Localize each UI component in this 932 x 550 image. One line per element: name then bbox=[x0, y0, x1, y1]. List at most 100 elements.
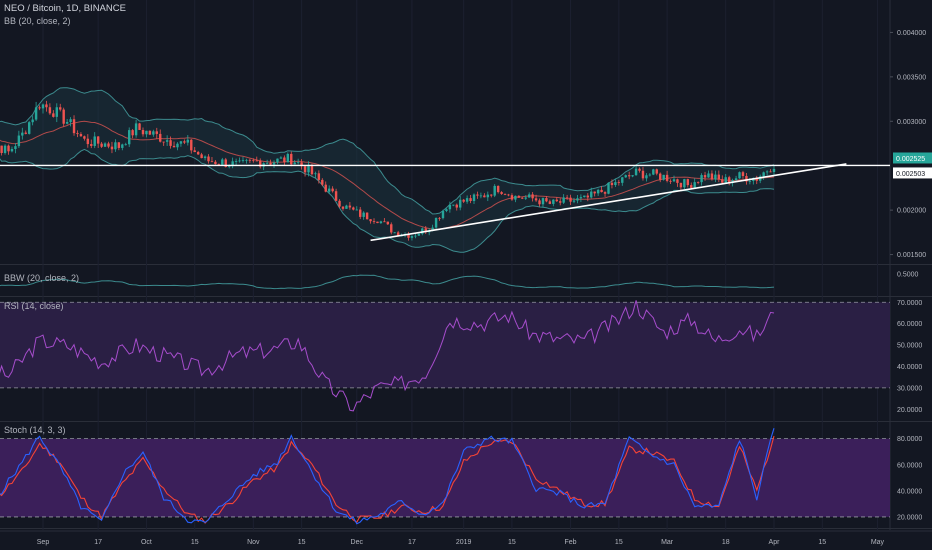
time-tick-label: 15 bbox=[818, 539, 826, 546]
candle-body bbox=[572, 200, 576, 202]
bb-upper-band bbox=[0, 87, 775, 215]
bb-indicator-label[interactable]: BB (20, close, 2) bbox=[4, 16, 71, 26]
candle-body bbox=[569, 197, 572, 202]
stoch-d-line bbox=[0, 435, 775, 524]
candle-body bbox=[286, 153, 290, 163]
candle-body bbox=[107, 143, 110, 147]
rsi-indicator-label[interactable]: RSI (14, close) bbox=[4, 301, 64, 311]
candle-body bbox=[393, 232, 396, 234]
candle-body bbox=[524, 197, 527, 199]
candle-body bbox=[617, 182, 621, 183]
stoch-tick-label: 20.0000 bbox=[897, 514, 922, 521]
candle-body bbox=[24, 132, 27, 134]
candle-body bbox=[324, 184, 327, 192]
candle-body bbox=[772, 168, 776, 172]
candle-body bbox=[645, 175, 648, 179]
candle-body bbox=[659, 173, 662, 180]
candle-body bbox=[248, 159, 252, 161]
candle-body bbox=[410, 236, 414, 238]
price-tick-label: 0.001500 bbox=[897, 252, 926, 259]
candle-body bbox=[110, 146, 114, 150]
candle-body bbox=[200, 154, 203, 159]
candle-body bbox=[765, 171, 769, 173]
candle-body bbox=[65, 122, 69, 124]
candle-body bbox=[459, 199, 462, 208]
candle-body bbox=[21, 132, 24, 136]
candle-body bbox=[624, 175, 627, 178]
candle-body bbox=[238, 160, 241, 162]
candle-body bbox=[627, 175, 631, 177]
candle-body bbox=[610, 182, 614, 186]
candle-body bbox=[690, 185, 693, 188]
candle-body bbox=[762, 172, 765, 177]
stoch-band-fill bbox=[0, 438, 890, 517]
candle-body bbox=[672, 179, 676, 182]
time-tick-label: Dec bbox=[351, 539, 364, 546]
price-tick-label: 0.003000 bbox=[897, 119, 926, 126]
candle-body bbox=[269, 162, 272, 165]
candle-body bbox=[545, 198, 548, 202]
candle-body bbox=[562, 197, 565, 203]
candle-body bbox=[303, 166, 307, 173]
candle-body bbox=[421, 228, 424, 234]
symbol-title: NEO / Bitcoin, 1D, BINANCE bbox=[4, 3, 126, 14]
candle-body bbox=[452, 204, 455, 206]
candle-body bbox=[276, 158, 279, 163]
candle-body bbox=[727, 177, 731, 183]
bbw-indicator-label[interactable]: BBW (20, close, 2) bbox=[4, 273, 80, 283]
candle-body bbox=[500, 192, 503, 194]
bb-fill bbox=[0, 87, 774, 253]
bbw-tick-label: 0.5000 bbox=[897, 272, 919, 279]
candle-body bbox=[603, 192, 607, 194]
rsi-line bbox=[0, 300, 775, 412]
candle-body bbox=[310, 164, 314, 175]
time-tick-label: 15 bbox=[191, 539, 199, 546]
candle-body bbox=[703, 175, 707, 178]
candle-body bbox=[352, 207, 355, 210]
candle-body bbox=[662, 174, 665, 180]
candle-body bbox=[41, 104, 45, 109]
candle-body bbox=[165, 140, 169, 142]
candle-body bbox=[431, 227, 434, 231]
rsi-tick-label: 30.0000 bbox=[897, 385, 922, 392]
candle-body bbox=[390, 224, 393, 233]
candle-body bbox=[207, 156, 210, 162]
candle-body bbox=[134, 123, 138, 136]
stoch-indicator-label[interactable]: Stoch (14, 3, 3) bbox=[4, 425, 66, 435]
candle-body bbox=[338, 200, 341, 207]
candle-body bbox=[521, 197, 524, 199]
level-price-tag bbox=[893, 167, 932, 179]
candle-body bbox=[127, 130, 131, 145]
candle-body bbox=[555, 199, 558, 202]
candle-body bbox=[510, 195, 514, 200]
candle-body bbox=[676, 179, 679, 183]
candle-body bbox=[162, 141, 165, 143]
time-tick-label: 15 bbox=[508, 539, 516, 546]
candle-body bbox=[576, 198, 579, 201]
candle-body bbox=[245, 159, 248, 161]
candle-body bbox=[434, 217, 438, 228]
candle-body bbox=[721, 179, 724, 183]
candle-body bbox=[348, 205, 352, 208]
candle-body bbox=[383, 221, 386, 223]
bb-lower-band bbox=[0, 148, 775, 253]
candle-body bbox=[407, 234, 410, 238]
candle-body bbox=[476, 194, 479, 196]
candle-body bbox=[700, 175, 703, 183]
candle-body bbox=[424, 228, 427, 233]
time-tick-label: Oct bbox=[141, 539, 152, 546]
candle-body bbox=[448, 205, 452, 210]
candle-body bbox=[28, 122, 31, 134]
candle-body bbox=[69, 119, 72, 123]
candle-body bbox=[7, 145, 10, 152]
stoch-k-line bbox=[0, 428, 775, 525]
stoch-tick-label: 40.0000 bbox=[897, 488, 922, 495]
candle-body bbox=[445, 209, 448, 211]
time-tick-label: May bbox=[871, 539, 885, 546]
candle-body bbox=[696, 182, 700, 183]
candle-body bbox=[14, 146, 17, 150]
candle-body bbox=[707, 173, 710, 178]
candle-body bbox=[493, 185, 496, 196]
candle-body bbox=[369, 219, 372, 222]
